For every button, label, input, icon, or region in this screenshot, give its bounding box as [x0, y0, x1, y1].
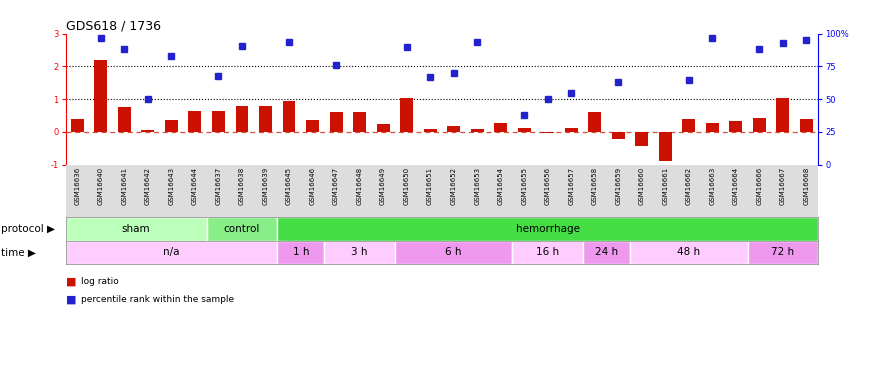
Text: GSM16639: GSM16639: [262, 167, 269, 206]
Bar: [212, 111, 225, 132]
Bar: [142, 129, 154, 132]
Bar: [277, 241, 325, 264]
Bar: [776, 99, 789, 132]
Bar: [118, 107, 131, 132]
Text: GSM16653: GSM16653: [474, 167, 480, 205]
Bar: [94, 60, 108, 132]
Text: GSM16647: GSM16647: [333, 167, 339, 205]
Text: n/a: n/a: [164, 248, 179, 258]
Text: GSM16652: GSM16652: [451, 167, 457, 205]
Text: GSM16649: GSM16649: [380, 167, 386, 205]
Text: GSM16662: GSM16662: [686, 167, 692, 205]
Bar: [206, 217, 277, 241]
Text: GSM16668: GSM16668: [803, 167, 809, 206]
Text: GSM16643: GSM16643: [169, 167, 174, 205]
Text: percentile rank within the sample: percentile rank within the sample: [81, 296, 235, 304]
Bar: [330, 112, 342, 132]
Text: GSM16641: GSM16641: [122, 167, 128, 205]
Text: GSM16663: GSM16663: [710, 167, 715, 206]
Bar: [395, 241, 513, 264]
Bar: [706, 123, 718, 132]
Bar: [400, 99, 413, 132]
Text: GSM16651: GSM16651: [427, 167, 433, 205]
Bar: [259, 106, 272, 132]
Text: control: control: [224, 224, 260, 234]
Bar: [518, 128, 530, 132]
Bar: [612, 132, 625, 139]
Text: GSM16636: GSM16636: [74, 167, 80, 206]
Text: GSM16667: GSM16667: [780, 167, 786, 206]
Bar: [513, 241, 583, 264]
Bar: [165, 120, 178, 132]
Bar: [376, 124, 389, 132]
Text: GSM16637: GSM16637: [215, 167, 221, 206]
Text: GSM16640: GSM16640: [98, 167, 104, 205]
Text: GDS618 / 1736: GDS618 / 1736: [66, 20, 161, 33]
Bar: [471, 129, 484, 132]
Bar: [800, 119, 813, 132]
Bar: [71, 119, 84, 132]
Bar: [354, 111, 366, 132]
Text: GSM16661: GSM16661: [662, 167, 668, 206]
Text: GSM16659: GSM16659: [615, 167, 621, 205]
Bar: [188, 111, 201, 132]
Bar: [66, 217, 206, 241]
Bar: [277, 217, 818, 241]
Bar: [283, 101, 296, 132]
Bar: [494, 123, 507, 132]
Text: 3 h: 3 h: [352, 248, 367, 258]
Text: GSM16646: GSM16646: [310, 167, 316, 205]
Text: 72 h: 72 h: [771, 248, 794, 258]
Bar: [424, 129, 437, 132]
Bar: [325, 241, 395, 264]
Text: GSM16666: GSM16666: [756, 167, 762, 206]
Text: GSM16650: GSM16650: [403, 167, 410, 205]
Text: log ratio: log ratio: [81, 277, 119, 286]
Text: GSM16657: GSM16657: [568, 167, 574, 205]
Text: 1 h: 1 h: [292, 248, 309, 258]
Text: GSM16642: GSM16642: [145, 167, 150, 205]
Text: 24 h: 24 h: [595, 248, 618, 258]
Text: GSM16658: GSM16658: [592, 167, 598, 205]
Text: 48 h: 48 h: [677, 248, 700, 258]
Text: GSM16656: GSM16656: [545, 167, 550, 205]
Text: GSM16660: GSM16660: [639, 167, 645, 206]
Bar: [235, 106, 248, 132]
Bar: [542, 132, 554, 134]
Text: GSM16655: GSM16655: [522, 167, 527, 205]
Bar: [682, 119, 696, 132]
Bar: [747, 241, 818, 264]
Bar: [635, 132, 648, 146]
Text: 6 h: 6 h: [445, 248, 462, 258]
Text: hemorrhage: hemorrhage: [515, 224, 580, 234]
Text: 16 h: 16 h: [536, 248, 559, 258]
Bar: [306, 120, 319, 132]
Bar: [447, 126, 460, 132]
Bar: [752, 118, 766, 132]
Text: ■: ■: [66, 276, 76, 286]
Bar: [583, 241, 630, 264]
Bar: [630, 241, 747, 264]
Text: GSM16644: GSM16644: [192, 167, 198, 205]
Text: GSM16664: GSM16664: [733, 167, 738, 205]
Bar: [564, 128, 578, 132]
Bar: [66, 241, 277, 264]
Text: time ▶: time ▶: [1, 248, 36, 258]
Bar: [730, 122, 742, 132]
Bar: [588, 112, 601, 132]
Text: GSM16638: GSM16638: [239, 167, 245, 206]
Bar: [659, 132, 672, 161]
Text: GSM16645: GSM16645: [286, 167, 292, 205]
Text: GSM16648: GSM16648: [357, 167, 362, 205]
Text: ■: ■: [66, 295, 76, 305]
Text: GSM16654: GSM16654: [498, 167, 504, 205]
Text: sham: sham: [122, 224, 150, 234]
Text: protocol ▶: protocol ▶: [1, 224, 55, 234]
